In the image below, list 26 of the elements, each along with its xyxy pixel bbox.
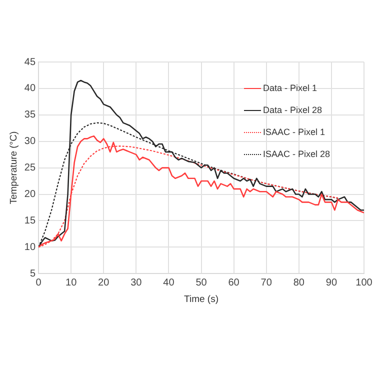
x-tick-label: 60 [228, 277, 240, 288]
y-tick-label: 45 [24, 56, 36, 68]
y-tick-label: 30 [24, 136, 36, 148]
y-tick-label: 25 [24, 162, 36, 174]
x-tick-label: 90 [326, 277, 338, 288]
x-tick-label: 80 [293, 277, 305, 288]
y-tick-label: 15 [24, 215, 36, 226]
legend-label: ISAAC - Pixel 1 [263, 127, 326, 137]
y-tick-label: 35 [24, 110, 36, 121]
y-tick-label: 5 [30, 268, 36, 280]
y-tick-label: 20 [24, 189, 36, 200]
x-tick-label: 20 [98, 277, 110, 288]
y-tick-label: 10 [24, 242, 36, 253]
x-tick-label: 70 [260, 277, 272, 288]
x-tick-label: 40 [163, 277, 175, 288]
y-tick-label: 40 [24, 83, 36, 94]
x-tick-label: 100 [356, 277, 373, 288]
legend-label: Data - Pixel 28 [263, 105, 322, 115]
x-tick-label: 50 [196, 277, 208, 288]
x-tick-label: 0 [36, 277, 42, 288]
x-tick-label: 10 [66, 277, 78, 288]
x-tick-label: 30 [130, 277, 142, 288]
y-axis-title: Temperature (°C) [8, 131, 20, 204]
legend-label: Data - Pixel 1 [263, 83, 318, 93]
legend-label: ISAAC - Pixel 28 [263, 149, 330, 159]
x-axis-title: Time (s) [184, 294, 219, 305]
